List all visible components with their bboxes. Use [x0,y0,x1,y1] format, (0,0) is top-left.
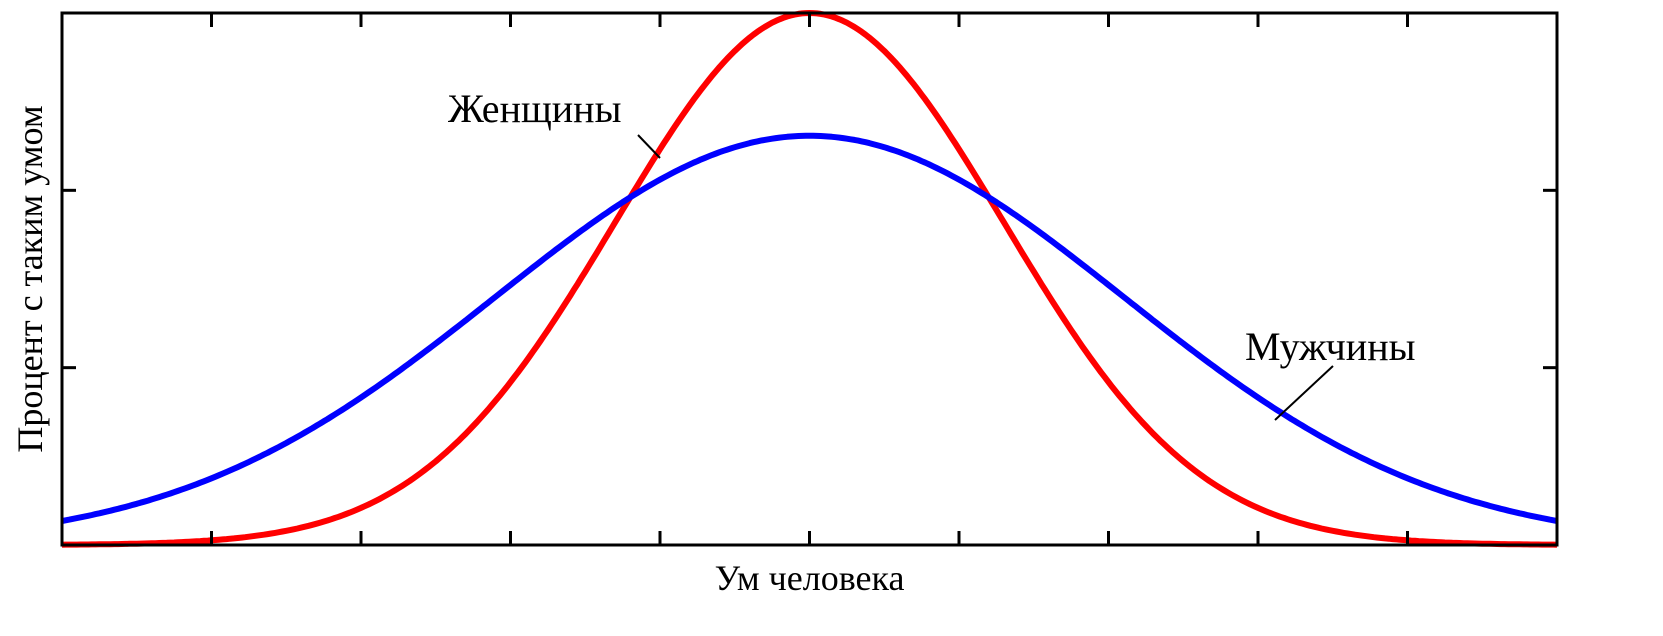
leader-line-women [637,134,661,159]
series-line-men [61,132,1558,524]
y-axis-title: Процент с таким умом [10,105,50,452]
x-axis-title: Ум человека [715,558,905,598]
curves-layer [61,10,1558,548]
series-label-men: Мужчины [1245,324,1416,369]
ticks-layer [62,13,1557,545]
leader-line-men [1274,365,1334,421]
series-label-women: Женщины [448,86,621,131]
plot-frame [60,11,1559,547]
series-line-women [61,10,1558,548]
